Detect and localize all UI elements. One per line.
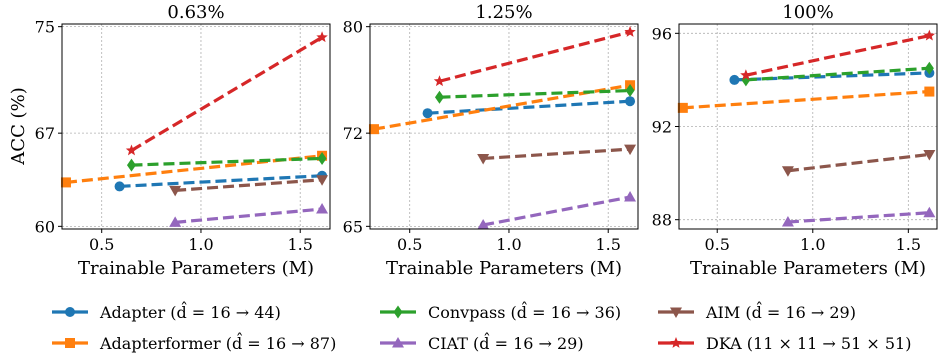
data-point xyxy=(477,219,490,230)
y-tick-label: 67 xyxy=(35,124,55,143)
y-tick-label: 72 xyxy=(343,124,363,143)
x-tick-label: 1.5 xyxy=(287,235,312,254)
x-axis-label: Trainable Parameters (M) xyxy=(690,258,926,279)
legend-label: AIM (d̂ = 16 → 29) xyxy=(705,302,856,322)
data-point xyxy=(923,206,936,218)
x-tick-label: 0.5 xyxy=(397,235,422,254)
y-axis-label: ACC (%) xyxy=(8,87,29,165)
x-tick-label: 1.0 xyxy=(800,235,825,254)
legend-entry: Adapter (d̂ = 16 → 44) xyxy=(52,302,281,322)
data-point xyxy=(923,29,936,41)
legend-marker xyxy=(65,307,75,317)
series-line xyxy=(682,89,930,110)
legend-label: CIAT (d̂ = 16 → 29) xyxy=(428,333,584,353)
series-line xyxy=(119,174,323,189)
chart-legend: Adapter (d̂ = 16 → 44) Adapterformer (d̂ … xyxy=(52,302,911,353)
x-tick-label: 0.5 xyxy=(89,235,114,254)
legend-entry: Convpass (d̂ = 16 → 36) xyxy=(380,302,621,322)
data-point xyxy=(740,69,752,81)
y-tick-label: 96 xyxy=(652,24,672,43)
data-point xyxy=(169,185,182,197)
data-point xyxy=(169,216,182,227)
legend-entry: AIM (d̂ = 16 → 29) xyxy=(658,302,856,322)
data-point xyxy=(624,191,637,202)
data-point xyxy=(677,102,688,113)
legend-marker xyxy=(670,337,682,348)
chart-panel: 0.5 1.0 1.5 60 67 75 0.63% Trainable Parameters… xyxy=(35,2,331,279)
data-point xyxy=(625,96,636,107)
y-tick-label: 65 xyxy=(343,217,363,236)
series-line xyxy=(483,147,631,161)
data-point xyxy=(729,74,740,85)
data-point xyxy=(924,86,935,97)
panel-title: 1.25% xyxy=(475,2,532,23)
data-point xyxy=(316,203,329,214)
legend-marker xyxy=(65,338,75,348)
chart-panel: 0.5 1.0 1.5 88 92 96 100% Trainable Parameters … xyxy=(652,2,938,279)
panel-title: 0.63% xyxy=(167,2,224,23)
legend-label: DKA (11 × 11 → 51 × 51) xyxy=(706,334,911,353)
x-tick-label: 1.0 xyxy=(496,235,521,254)
series-line xyxy=(130,35,323,152)
legend-marker xyxy=(393,305,403,319)
data-point xyxy=(433,75,446,87)
data-point xyxy=(317,151,327,165)
data-point xyxy=(625,84,635,98)
data-point xyxy=(368,124,379,135)
data-point xyxy=(60,177,71,188)
data-point xyxy=(624,25,636,37)
x-tick-label: 0.5 xyxy=(704,235,729,254)
legend-label: Adapter (d̂ = 16 → 44) xyxy=(99,302,281,322)
data-point xyxy=(126,158,136,172)
data-point xyxy=(422,108,433,119)
data-point xyxy=(114,181,125,192)
series-line xyxy=(439,30,631,83)
y-tick-label: 75 xyxy=(35,18,55,37)
series-line xyxy=(175,178,323,192)
plot-frame xyxy=(61,23,331,230)
legend-marker xyxy=(392,337,404,348)
data-point xyxy=(781,166,794,177)
series-line xyxy=(787,152,930,173)
legend-marker xyxy=(670,307,682,318)
x-axis-label: Trainable Parameters (M) xyxy=(386,258,622,279)
data-point xyxy=(316,175,329,186)
panel-title: 100% xyxy=(782,2,833,23)
data-point xyxy=(924,61,934,75)
x-axis-label: Trainable Parameters (M) xyxy=(78,258,314,279)
series-line xyxy=(175,207,323,224)
data-point xyxy=(125,144,138,156)
series-line xyxy=(745,34,930,77)
y-tick-label: 80 xyxy=(343,18,363,37)
x-tick-label: 1.5 xyxy=(595,235,620,254)
y-tick-label: 88 xyxy=(652,211,672,230)
data-point xyxy=(624,144,637,156)
legend-entry: Adapterformer (d̂ = 16 → 87) xyxy=(52,333,336,353)
data-point xyxy=(923,149,936,161)
legend-entry: DKA (11 × 11 → 51 × 51) xyxy=(658,334,911,353)
chart-panel: 0.5 1.0 1.5 65 72 80 1.25% Trainable Parameters… xyxy=(343,2,639,279)
x-tick-label: 1.0 xyxy=(188,235,213,254)
series-line xyxy=(482,195,631,227)
series-line xyxy=(745,66,930,82)
y-tick-label: 60 xyxy=(35,217,55,236)
legend-entry: CIAT (d̂ = 16 → 29) xyxy=(380,333,584,353)
data-point xyxy=(781,216,794,227)
y-tick-label: 92 xyxy=(652,118,672,137)
series-line xyxy=(787,211,930,224)
plot-frame xyxy=(369,23,639,230)
chart-panels: 0.5 1.0 1.5 60 67 75 0.63% Trainable Parameters… xyxy=(35,2,938,279)
data-point xyxy=(434,90,444,104)
legend-label: Convpass (d̂ = 16 → 36) xyxy=(428,302,621,322)
series-line xyxy=(439,88,631,99)
data-point xyxy=(477,153,490,165)
x-tick-label: 1.5 xyxy=(896,235,921,254)
data-point xyxy=(316,31,328,43)
series-line xyxy=(427,99,631,115)
legend-label: Adapterformer (d̂ = 16 → 87) xyxy=(99,333,336,353)
